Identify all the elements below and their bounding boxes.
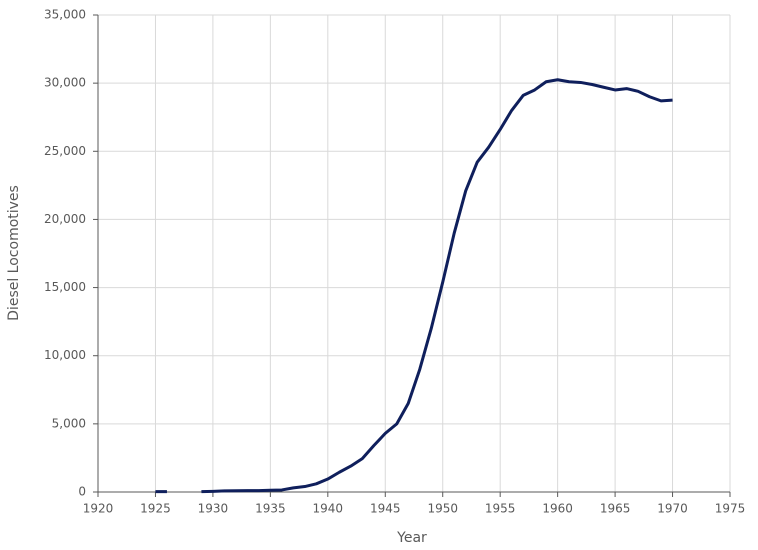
x-tick-label: 1965	[600, 502, 631, 516]
x-tick-label: 1935	[255, 502, 286, 516]
x-tick-label: 1975	[715, 502, 746, 516]
y-tick-label: 0	[78, 485, 86, 499]
x-tick-label: 1960	[542, 502, 573, 516]
y-tick-label: 30,000	[44, 76, 86, 90]
x-tick-label: 1950	[427, 502, 458, 516]
x-axis-label: Year	[396, 530, 427, 546]
x-tick-label: 1920	[83, 502, 114, 516]
line	[155, 78, 673, 494]
x-tick-label: 1970	[657, 502, 688, 516]
y-tick-label: 35,000	[44, 8, 86, 22]
x-tick-label: 1925	[140, 502, 171, 516]
y-tick-label: 20,000	[44, 212, 86, 226]
x-tick-label: 1940	[313, 502, 344, 516]
y-tick-label: 15,000	[44, 280, 86, 294]
y-tick-label: 5,000	[52, 416, 86, 430]
y-tick-label: 25,000	[44, 144, 86, 158]
x-tick-label: 1945	[370, 502, 401, 516]
y-axis-label: Diesel Locomotives	[6, 185, 22, 321]
x-tick-label: 1955	[485, 502, 516, 516]
x-tick-label: 1930	[198, 502, 229, 516]
y-tick-label: 10,000	[44, 348, 86, 362]
